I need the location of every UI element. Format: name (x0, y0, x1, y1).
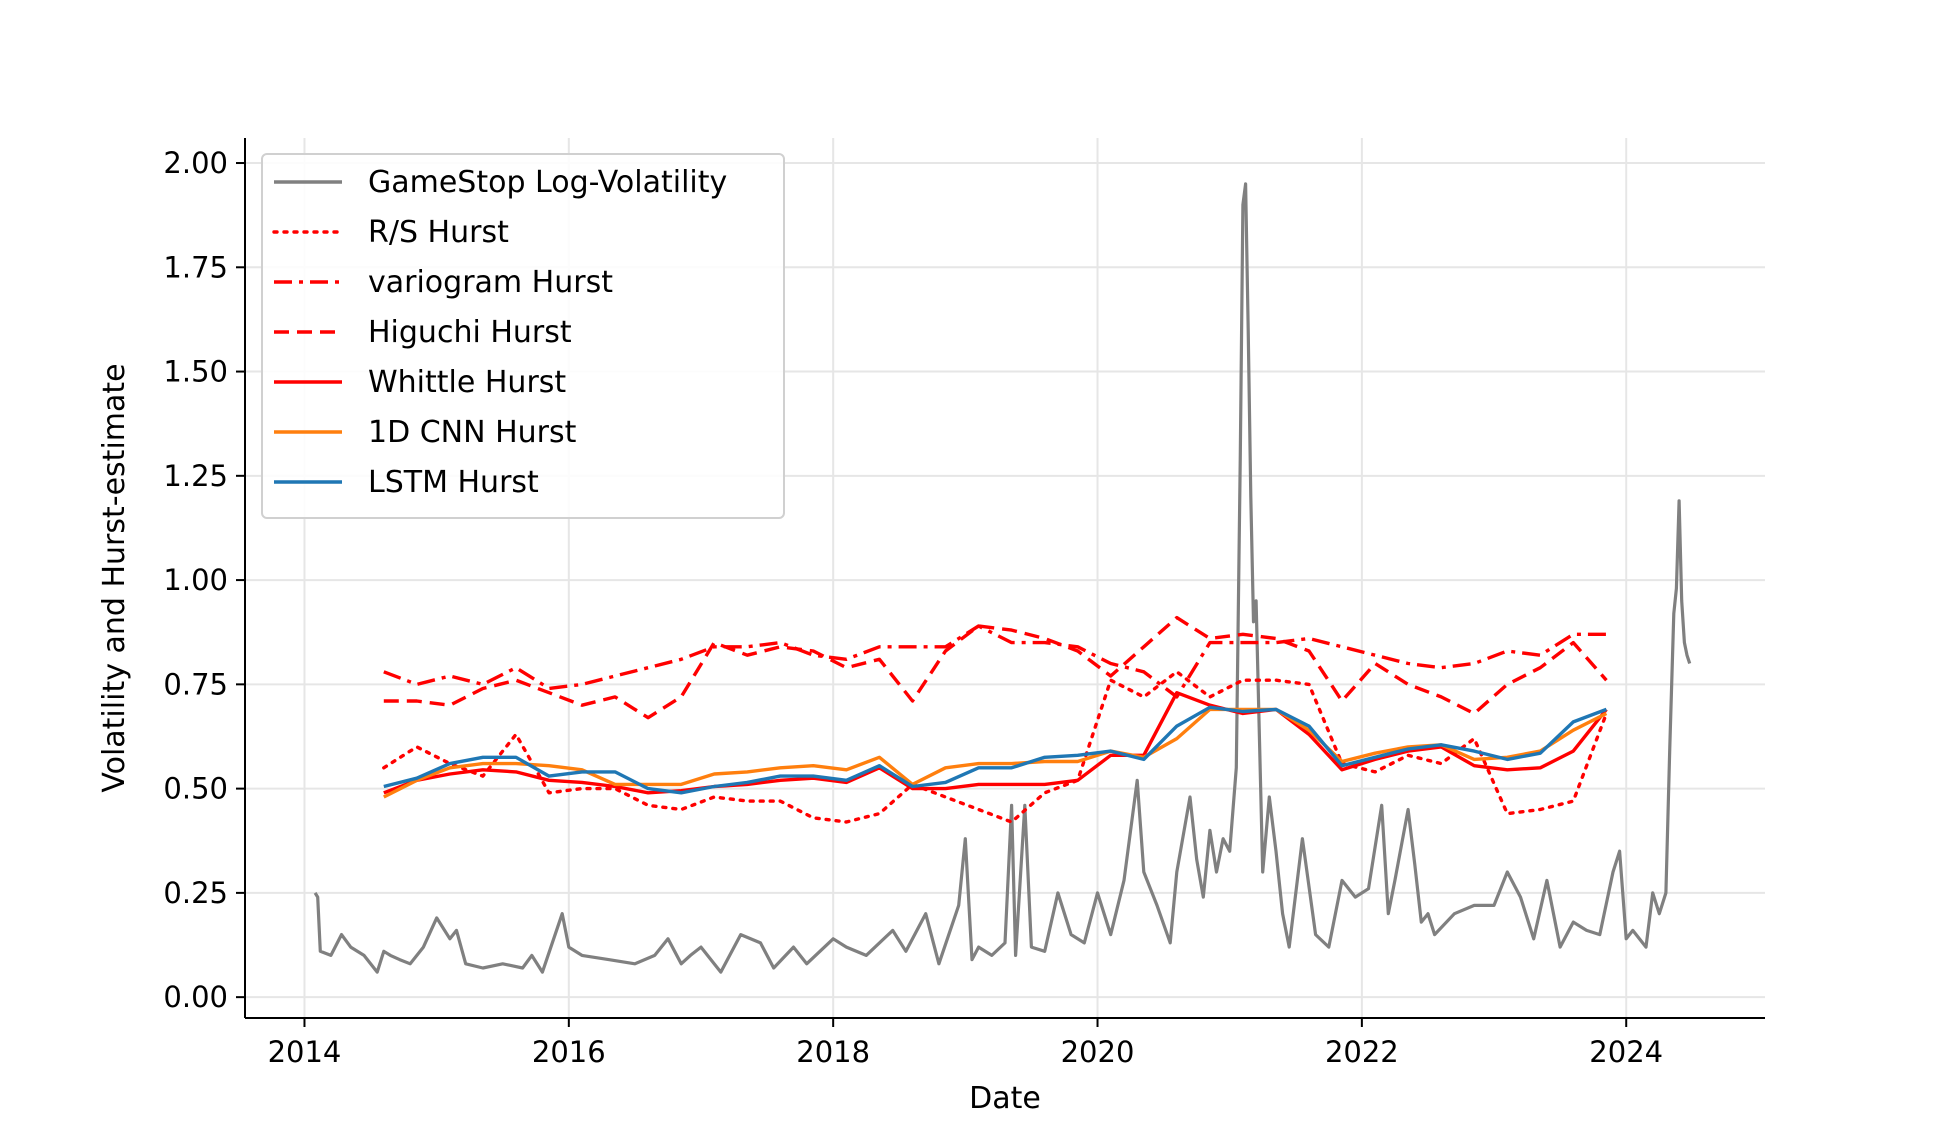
y-tick-label: 0.00 (163, 980, 228, 1014)
series-line-1 (382, 670, 1609, 824)
legend-label: Whittle Hurst (368, 365, 566, 400)
y-tick-label: 1.00 (163, 563, 228, 597)
y-tick-label: 0.25 (163, 876, 228, 910)
y-axis-label: Volatility and Hurst-estimate (97, 363, 132, 792)
legend-label: GameStop Log-Volatility (368, 165, 727, 200)
y-tick-label: 2.00 (163, 146, 228, 180)
legend-label: R/S Hurst (368, 215, 509, 250)
x-tick-label: 2016 (532, 1035, 606, 1069)
x-axis-label: Date (969, 1081, 1041, 1116)
y-tick-label: 0.50 (163, 772, 228, 806)
x-tick-label: 2014 (268, 1035, 342, 1069)
y-tick-label: 1.50 (163, 355, 228, 389)
series-line-0 (313, 182, 1692, 974)
legend-label: variogram Hurst (368, 265, 613, 300)
series-line-4 (383, 691, 1608, 795)
series-line-3 (383, 615, 1608, 720)
x-tick-label: 2018 (796, 1035, 870, 1069)
y-tick-label: 1.75 (163, 250, 228, 284)
series-line-2 (383, 624, 1607, 699)
y-tick-label: 0.75 (163, 667, 228, 701)
legend: GameStop Log-Volatility R/S Hurst variogra… (261, 153, 785, 519)
ticks: 2014 2016 2018 2020 2022 2024 0.00 0.25 0.50 0.75… (163, 146, 1663, 1069)
legend-label: LSTM Hurst (368, 465, 539, 500)
legend-label: Higuchi Hurst (368, 315, 572, 350)
legend-label: 1D CNN Hurst (368, 415, 577, 450)
axes (244, 138, 1765, 1019)
x-tick-label: 2024 (1589, 1035, 1663, 1069)
grid (245, 138, 1765, 1018)
x-tick-label: 2022 (1325, 1035, 1399, 1069)
legend-box (261, 153, 785, 519)
series-line-6 (383, 705, 1608, 795)
x-tick-label: 2020 (1061, 1035, 1135, 1069)
y-tick-label: 1.25 (163, 459, 228, 493)
series-layer (313, 182, 1692, 974)
